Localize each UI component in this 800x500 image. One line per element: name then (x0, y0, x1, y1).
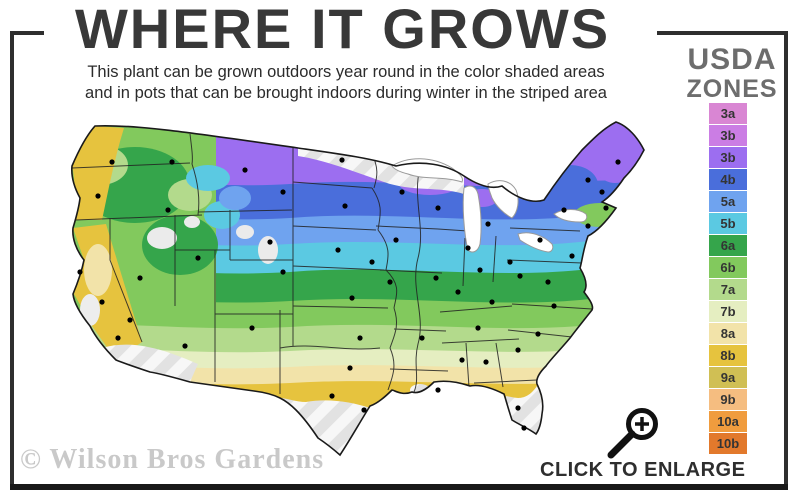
city-dot (169, 159, 175, 165)
city-dot (267, 239, 273, 245)
city-dot (329, 393, 335, 399)
city-dot (585, 223, 591, 229)
city-dot (115, 335, 121, 341)
state-borders (71, 133, 593, 394)
city-dot (483, 359, 489, 365)
city-dot (521, 425, 527, 431)
city-dot (475, 325, 481, 331)
city-dot (459, 357, 465, 363)
city-dots (77, 157, 621, 431)
us-outline (71, 121, 645, 457)
city-dot (137, 275, 143, 281)
usda-zone-legend: 3a 3b 3b 4b 5a 5b 6a 6b 7a 7b 8a 8b 9a 9b 10a 10b (709, 103, 747, 455)
legend-zone-3b-1: 3b (709, 125, 747, 146)
legend-zone-4b-3: 4b (709, 169, 747, 190)
city-dot (387, 279, 393, 285)
city-dot (551, 303, 557, 309)
city-dot (507, 259, 513, 265)
city-dot (280, 269, 286, 275)
great-lakes (391, 158, 588, 253)
city-dot (249, 325, 255, 331)
city-dot (342, 203, 348, 209)
usda-zone-map[interactable] (40, 110, 665, 470)
legend-zone-8b-11: 8b (709, 345, 747, 366)
city-dot (339, 157, 345, 163)
city-dot (109, 159, 115, 165)
usda-zones-heading: USDA ZONES (672, 43, 792, 103)
city-dot (361, 407, 367, 413)
legend-zone-6b-7: 6b (709, 257, 747, 278)
city-dot (515, 405, 521, 411)
city-dot (399, 189, 405, 195)
city-dot (95, 193, 101, 199)
city-dot (477, 267, 483, 273)
legend-zone-3a-0: 3a (709, 103, 747, 124)
frame-right-border (784, 31, 788, 490)
legend-zone-8a-10: 8a (709, 323, 747, 344)
frame-top-border-left (10, 31, 44, 35)
usda-zones-heading-line1: USDA (687, 43, 777, 76)
city-dot (545, 279, 551, 285)
city-dot (537, 237, 543, 243)
city-dot (419, 335, 425, 341)
legend-zone-3b-2: 3b (709, 147, 747, 168)
city-dot (195, 255, 201, 261)
city-dot (357, 335, 363, 341)
frame-left-border (10, 31, 14, 490)
subtitle-line-2: and in pots that can be brought indoors … (85, 84, 607, 102)
legend-zone-6a-6: 6a (709, 235, 747, 256)
legend-zone-10a-14: 10a (709, 411, 747, 432)
city-dot (485, 221, 491, 227)
city-dot (515, 347, 521, 353)
city-dot (242, 167, 248, 173)
click-to-enlarge-button[interactable]: CLICK TO ENLARGE (540, 459, 746, 481)
city-dot (585, 177, 591, 183)
subtitle-line-1: This plant can be grown outdoors year ro… (87, 63, 605, 81)
city-dot (349, 295, 355, 301)
legend-zone-5b-5: 5b (709, 213, 747, 234)
city-dot (280, 189, 286, 195)
legend-zone-7b-9: 7b (709, 301, 747, 322)
city-dot (99, 299, 105, 305)
city-dot (435, 387, 441, 393)
frame-bottom-border (10, 484, 788, 490)
city-dot (433, 275, 439, 281)
legend-zone-10b-15: 10b (709, 433, 747, 454)
city-dot (535, 331, 541, 337)
city-dot (165, 207, 171, 213)
city-dot (465, 245, 471, 251)
page-title: WHERE IT GROWS (74, 0, 611, 60)
city-dot (335, 247, 341, 253)
city-dot (455, 289, 461, 295)
city-dot (347, 365, 353, 371)
city-dot (599, 189, 605, 195)
magnifier-zoom-icon[interactable] (598, 404, 670, 462)
city-dot (77, 269, 83, 275)
city-dot (435, 205, 441, 211)
legend-zone-5a-4: 5a (709, 191, 747, 212)
legend-zone-7a-8: 7a (709, 279, 747, 300)
city-dot (569, 253, 575, 259)
city-dot (127, 317, 133, 323)
legend-zone-9a-12: 9a (709, 367, 747, 388)
city-dot (393, 237, 399, 243)
watermark: © Wilson Bros Gardens (20, 444, 325, 475)
city-dot (182, 343, 188, 349)
city-dot (489, 299, 495, 305)
usda-zones-heading-line2: ZONES (686, 75, 778, 103)
city-dot (603, 205, 609, 211)
city-dot (561, 207, 567, 213)
frame-top-border-right (657, 31, 788, 35)
city-dot (615, 159, 621, 165)
city-dot (517, 273, 523, 279)
legend-zone-9b-13: 9b (709, 389, 747, 410)
city-dot (369, 259, 375, 265)
